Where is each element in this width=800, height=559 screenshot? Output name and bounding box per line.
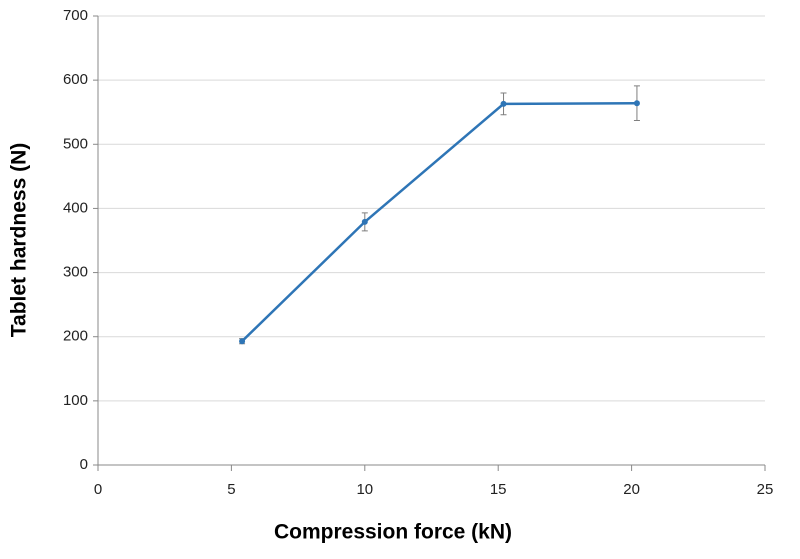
point <box>361 218 368 225</box>
y-tick-label: 300 <box>63 264 88 281</box>
y-tick-label: 0 <box>80 456 88 473</box>
y-tick-label: 600 <box>63 71 88 88</box>
y-tick-label: 400 <box>63 199 88 216</box>
x-tick-label: 20 <box>623 481 640 498</box>
y-tick-label: 700 <box>63 7 88 24</box>
point <box>633 100 640 107</box>
x-tick-label: 0 <box>94 481 102 498</box>
x-tick-label: 10 <box>356 481 373 498</box>
point <box>239 338 246 345</box>
y-tick-label: 100 <box>63 392 88 409</box>
line <box>241 101 637 343</box>
y-axis-title: Tablet hardness (N) <box>8 143 31 337</box>
y-tick-label: 500 <box>63 135 88 152</box>
point <box>500 100 507 107</box>
y-tick-label: 200 <box>63 328 88 345</box>
x-tick-label: 25 <box>757 481 774 498</box>
x-tick-label: 15 <box>490 481 507 498</box>
x-axis-title: Compression force (kN) <box>274 521 512 544</box>
x-tick-label: 5 <box>227 481 235 498</box>
